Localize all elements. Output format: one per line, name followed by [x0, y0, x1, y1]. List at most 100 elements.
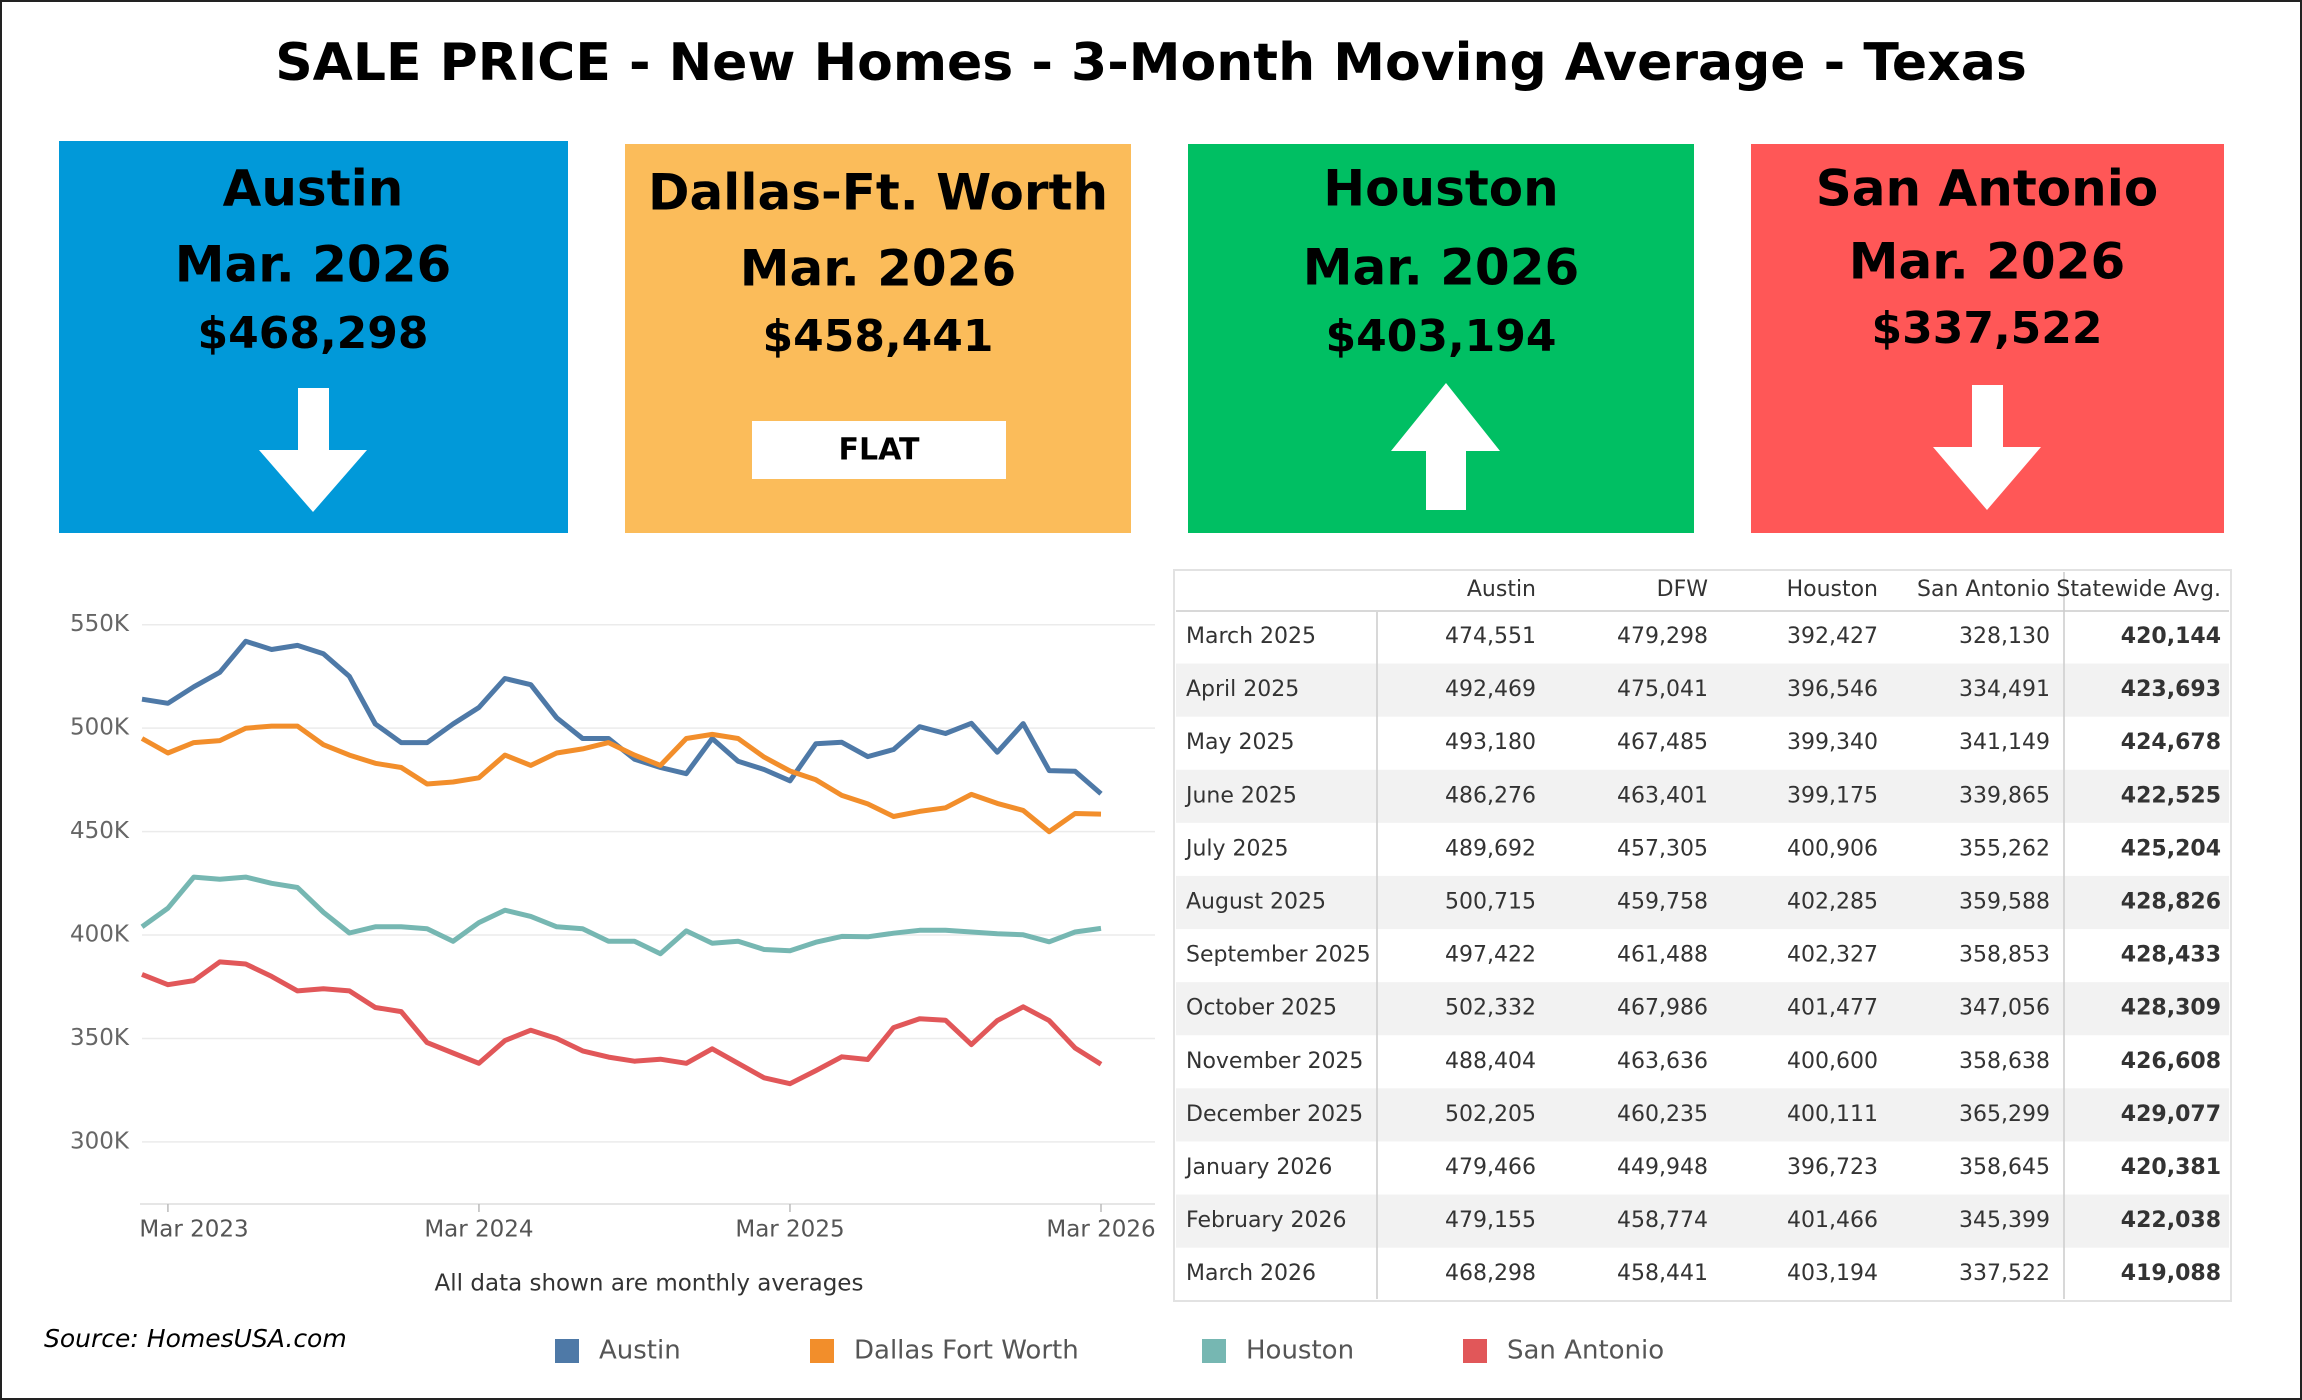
legend-swatch: [810, 1339, 834, 1363]
cell: 365,299: [1959, 1102, 2050, 1127]
title: SALE PRICE - New Homes - 3-Month Moving …: [275, 33, 2027, 93]
source: Source: HomesUSA.com: [44, 1324, 347, 1353]
row-shade: [1176, 1088, 2229, 1142]
cell: 497,422: [1445, 943, 1536, 968]
cell: 359,588: [1959, 890, 2050, 915]
legend-label: Houston: [1246, 1336, 1354, 1366]
cell: 400,111: [1787, 1102, 1878, 1127]
cell: 420,144: [2121, 624, 2221, 649]
legend-label: Dallas Fort Worth: [854, 1336, 1079, 1366]
row-label: April 2025: [1186, 677, 1299, 702]
card-status: FLAT: [839, 433, 920, 468]
series-line: [140, 723, 1102, 835]
cell: 502,205: [1445, 1102, 1536, 1127]
cell: 489,692: [1445, 836, 1536, 861]
cell: 449,948: [1617, 1155, 1708, 1180]
column-header: Statewide Avg.: [2056, 577, 2221, 602]
cell: 402,285: [1787, 890, 1878, 915]
cell: 492,469: [1445, 677, 1536, 702]
cell: 463,636: [1617, 1049, 1708, 1074]
cell: 422,525: [2121, 783, 2221, 808]
row-label: July 2025: [1184, 836, 1289, 861]
row-shade: [1176, 663, 2229, 717]
cell: 424,678: [2121, 730, 2221, 755]
x-tick-label: Mar 2023: [139, 1217, 248, 1243]
cell: 392,427: [1787, 624, 1878, 649]
cell: 475,041: [1617, 677, 1708, 702]
cell: 479,155: [1445, 1208, 1536, 1233]
cell: 399,340: [1787, 730, 1878, 755]
cell: 474,551: [1445, 624, 1536, 649]
cell: 358,645: [1959, 1155, 2050, 1180]
row-label: August 2025: [1186, 890, 1326, 915]
row-label: June 2025: [1184, 783, 1297, 808]
row-label: May 2025: [1186, 730, 1294, 755]
chart-note: All data shown are monthly averages: [435, 1271, 864, 1297]
legend-label: Austin: [599, 1336, 681, 1366]
status-box: [752, 421, 1006, 479]
row-shade: [1176, 769, 2229, 823]
row-shade: [1176, 875, 2229, 930]
arrow-down: [1933, 385, 2041, 510]
cell: 396,723: [1787, 1155, 1878, 1180]
row-label: September 2025: [1186, 943, 1371, 968]
legend-swatch: [1202, 1339, 1226, 1363]
column-header: San Antonio: [1917, 577, 2050, 602]
cell: 428,433: [2121, 943, 2221, 968]
row-label: October 2025: [1186, 996, 1337, 1021]
cell: 467,485: [1617, 730, 1708, 755]
legend-swatch: [1463, 1339, 1487, 1363]
card-price: $458,441: [762, 311, 993, 362]
cell: 401,466: [1787, 1208, 1878, 1233]
cell: 458,774: [1617, 1208, 1708, 1233]
column-header: Houston: [1787, 577, 1878, 602]
cell: 355,262: [1959, 836, 2050, 861]
cell: 420,381: [2121, 1155, 2221, 1180]
legend-swatch: [555, 1339, 579, 1363]
card-price: $337,522: [1871, 303, 2102, 354]
cell: 502,332: [1445, 996, 1536, 1021]
y-tick-label: 450K: [70, 818, 130, 844]
x-tick-label: Mar 2026: [1046, 1217, 1155, 1243]
cell: 419,088: [2121, 1261, 2221, 1286]
card-date: Mar. 2026: [1303, 239, 1580, 297]
cell: 459,758: [1617, 890, 1708, 915]
cell: 463,401: [1617, 783, 1708, 808]
card-city: Dallas-Ft. Worth: [648, 164, 1108, 222]
row-label: November 2025: [1186, 1049, 1363, 1074]
cell: 401,477: [1787, 996, 1878, 1021]
cell: 460,235: [1617, 1102, 1708, 1127]
cell: 428,309: [2121, 996, 2221, 1021]
row-shade: [1176, 1194, 2229, 1248]
y-tick-label: 550K: [70, 611, 130, 637]
cell: 403,194: [1787, 1261, 1878, 1286]
card-city: Houston: [1323, 160, 1558, 218]
cell: 429,077: [2121, 1102, 2221, 1127]
row-label: March 2025: [1186, 624, 1316, 649]
cell: 345,399: [1959, 1208, 2050, 1233]
cell: 400,600: [1787, 1049, 1878, 1074]
cell: 425,204: [2121, 836, 2221, 861]
cell: 400,906: [1787, 836, 1878, 861]
row-label: January 2026: [1184, 1155, 1332, 1180]
cell: 457,305: [1617, 836, 1708, 861]
card-city: Austin: [223, 160, 404, 218]
card-price: $403,194: [1325, 311, 1556, 362]
card-city: San Antonio: [1816, 160, 2158, 218]
y-tick-label: 400K: [70, 922, 130, 948]
y-tick-label: 350K: [70, 1025, 130, 1051]
arrow-down: [259, 388, 367, 512]
cell: 334,491: [1959, 677, 2050, 702]
cell: 467,986: [1617, 996, 1708, 1021]
row-label: March 2026: [1186, 1261, 1316, 1286]
cell: 396,546: [1787, 677, 1878, 702]
cell: 339,865: [1959, 783, 2050, 808]
cell: 458,441: [1617, 1261, 1708, 1286]
card-date: Mar. 2026: [740, 240, 1017, 298]
cell: 486,276: [1445, 783, 1536, 808]
cell: 422,038: [2121, 1208, 2221, 1233]
x-tick-label: Mar 2024: [424, 1217, 533, 1243]
cell: 488,404: [1445, 1049, 1536, 1074]
cell: 341,149: [1959, 730, 2050, 755]
x-tick-label: Mar 2025: [735, 1217, 844, 1243]
